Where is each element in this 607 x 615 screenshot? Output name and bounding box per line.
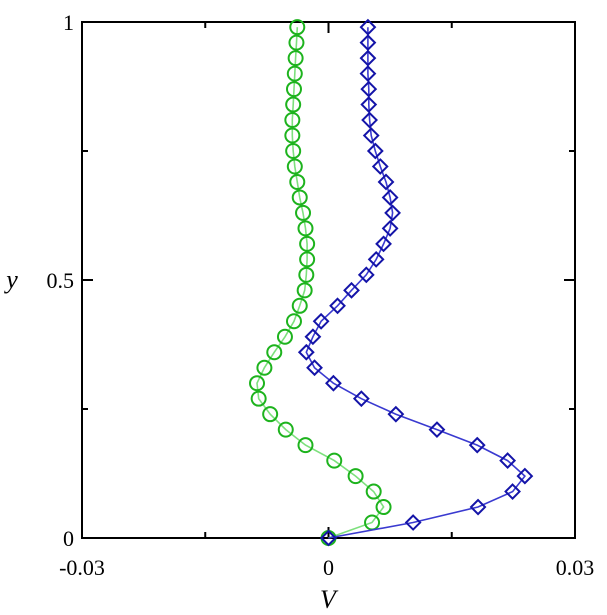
data-point — [371, 158, 389, 175]
data-point — [504, 483, 521, 500]
data-point — [359, 49, 377, 67]
data-point — [299, 251, 316, 268]
series-line — [305, 27, 526, 539]
data-point — [320, 529, 337, 547]
data-point — [285, 143, 302, 159]
data-point — [276, 328, 293, 345]
data-point — [296, 282, 313, 299]
data-point — [381, 189, 399, 206]
data-point — [343, 281, 360, 299]
data-point — [360, 96, 378, 113]
data-point — [304, 328, 322, 346]
data-point — [361, 111, 378, 129]
data-point — [499, 452, 517, 470]
data-point — [365, 483, 382, 500]
data-point — [285, 96, 302, 113]
data-point — [325, 374, 342, 392]
data-point — [516, 467, 534, 485]
data-point — [295, 204, 312, 221]
data-point — [287, 50, 304, 67]
data-point — [306, 359, 323, 377]
data-point — [291, 297, 308, 314]
data-point — [367, 250, 385, 268]
data-point — [387, 405, 405, 423]
data-point — [285, 313, 302, 330]
data-point — [286, 65, 303, 82]
y-tick-label: 1 — [63, 10, 74, 35]
series-layer — [249, 18, 534, 547]
data-point — [428, 421, 446, 439]
y-axis-label: y — [3, 265, 18, 294]
tick-labels: -0.03 0 0.03 0 0.5 1 — [47, 10, 595, 580]
x-tick-label: 0.03 — [556, 555, 595, 580]
data-point — [297, 220, 314, 237]
data-point — [359, 18, 377, 36]
data-point — [362, 127, 380, 144]
data-point — [297, 437, 314, 454]
axis-ticks — [81, 21, 576, 539]
data-point — [250, 390, 267, 407]
data-point — [366, 142, 384, 160]
data-point — [347, 468, 364, 485]
data-point — [359, 65, 377, 83]
data-point — [285, 81, 302, 98]
data-point — [284, 127, 301, 144]
data-point — [297, 343, 315, 361]
data-point — [384, 204, 402, 222]
data-point — [357, 266, 375, 284]
data-point — [277, 421, 294, 438]
data-point — [266, 344, 283, 361]
data-point — [375, 235, 392, 253]
x-axis-label: V — [320, 585, 339, 614]
data-point — [360, 80, 378, 98]
data-point — [299, 235, 316, 252]
data-point — [326, 452, 343, 469]
y-tick-label: 0.5 — [47, 268, 75, 293]
data-point — [381, 219, 399, 237]
series-1 — [297, 18, 534, 547]
data-point — [249, 375, 266, 392]
data-point — [256, 359, 273, 376]
data-point — [377, 173, 395, 191]
data-point — [468, 436, 486, 454]
data-point — [284, 112, 301, 129]
data-point — [262, 406, 279, 423]
data-point — [289, 19, 306, 36]
data-point — [329, 297, 346, 315]
data-point — [286, 158, 303, 175]
x-tick-label: 0 — [323, 555, 334, 580]
data-point — [375, 499, 392, 516]
x-tick-label: -0.03 — [59, 555, 105, 580]
data-point — [469, 498, 487, 516]
series-line — [256, 27, 385, 539]
data-point — [298, 266, 315, 283]
data-point — [291, 189, 308, 206]
data-point — [352, 390, 370, 408]
data-point — [359, 34, 377, 52]
data-point — [289, 173, 306, 190]
y-tick-label: 0 — [63, 526, 74, 551]
data-point — [404, 514, 422, 531]
data-point — [288, 34, 305, 51]
data-point — [312, 312, 330, 330]
